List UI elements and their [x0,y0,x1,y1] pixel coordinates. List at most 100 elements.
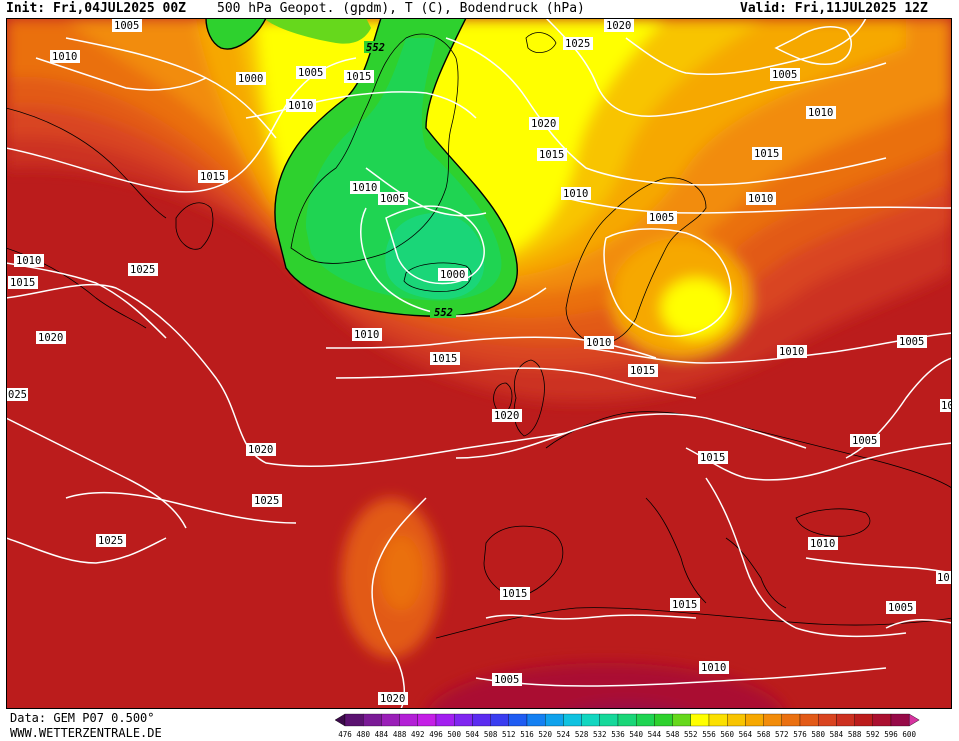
svg-text:1010: 1010 [563,188,588,200]
svg-text:1010: 1010 [748,193,773,205]
init-time-label: Init: Fri,04JUL2025 00Z [6,1,187,16]
svg-text:10: 10 [941,400,952,412]
svg-text:1005: 1005 [852,435,877,447]
colorbar-swatch [872,713,892,727]
svg-text:1015: 1015 [630,365,655,377]
colorbar-swatch [617,713,637,727]
weather-map: 552 552 1005 1010 1000 1005 1015 1010 10… [6,18,952,709]
svg-text:1015: 1015 [539,149,564,161]
colorbar-swatch [654,713,673,727]
isobar-label: 1020 [492,409,522,422]
colorbar-swatch [435,713,455,727]
colorbar-tick-label: 548 [666,730,680,739]
svg-text:1015: 1015 [200,171,225,183]
colorbar-left-arrow [335,713,346,727]
isobar-label: 1015 [628,364,658,377]
contour-label-552: 552 [366,42,385,54]
svg-text:1010: 1010 [52,51,77,63]
colorbar-tick-label: 504 [466,730,480,739]
valid-time-label: Valid: Fri,11JUL2025 12Z [740,1,928,16]
colorbar-tick-label: 580 [811,730,825,739]
isobars [6,18,952,709]
svg-text:1015: 1015 [10,277,35,289]
svg-text:1015: 1015 [672,599,697,611]
isobar-label: 1015 [670,598,700,611]
isobar-label: 1015 [8,276,38,289]
svg-text:1025: 1025 [130,264,155,276]
colorbar-swatch [763,713,782,727]
colorbar-tick-label: 552 [684,730,698,739]
colorbar-tick-label: 592 [866,730,880,739]
colorbar-swatch [526,713,546,727]
svg-text:1010: 1010 [354,329,379,341]
colorbar: 476 480 484 488 492 496 500 504 508 512 516 520 524 5… [335,713,920,739]
isobar-label: 1010 [350,181,380,194]
isobar-label: 1005 [296,66,326,79]
isobar-label: 1010 [561,187,591,200]
colorbar-swatch [690,713,710,727]
cold-fragment-nw [206,18,266,49]
isobar-label: 1015 [430,352,460,365]
svg-text:1020: 1020 [494,410,519,422]
colorbar-tick-label: 568 [757,730,771,739]
isobar-label: 1010 [286,99,316,112]
isobar-label: 1005 [647,211,677,224]
colorbar-tick-label: 508 [484,730,498,739]
colorbar-tick-label: 536 [611,730,625,739]
isobar-label: 1015 [698,451,728,464]
colorbar-swatch [363,713,382,727]
isobar-label: 1020 [529,117,559,130]
colorbar-swatch [454,713,473,727]
colorbar-swatch [381,713,400,727]
isobar-label: 1020 [246,443,276,456]
isobar-label: 1005 [378,192,408,205]
svg-text:1020: 1020 [531,118,556,130]
svg-text:025: 025 [8,389,27,401]
isobar-label: 1010 [777,345,807,358]
colorbar-tick-label: 480 [356,730,370,739]
colorbar-swatch [890,713,910,727]
svg-text:10: 10 [937,572,950,584]
svg-text:1010: 1010 [352,182,377,194]
colorbar-swatch [490,713,509,727]
svg-text:1020: 1020 [248,444,273,456]
colorbar-tick-label: 540 [629,730,643,739]
colorbar-swatch [581,713,600,727]
svg-text:1015: 1015 [346,71,371,83]
svg-text:1010: 1010 [808,107,833,119]
svg-text:1020: 1020 [606,20,631,32]
colorbar-tick-label: 516 [520,730,534,739]
colorbar-tick-label: 596 [884,730,898,739]
colorbar-tick-label: 584 [830,730,844,739]
colorbar-tick-label: 500 [447,730,461,739]
svg-text:1005: 1005 [899,336,924,348]
isobar-label: 1005 [897,335,927,348]
isobar-label: 1010 [14,254,44,267]
svg-text:1010: 1010 [779,346,804,358]
isobar-label: 1000 [438,268,468,281]
isobar-label: 1020 [604,19,634,32]
isobar-label: 1025 [252,494,282,507]
contour-label-552: 552 [434,307,453,319]
colorbar-tick-label: 524 [557,730,571,739]
svg-text:1005: 1005 [114,20,139,32]
isobar-label: 1005 [850,434,880,447]
isobar-label: 1005 [886,601,916,614]
colorbar-tick-label: 532 [593,730,607,739]
colorbar-tick-label: 492 [411,730,425,739]
svg-text:1015: 1015 [754,148,779,160]
svg-text:1015: 1015 [502,588,527,600]
isobar-label: 1010 [352,328,382,341]
contour-labels: 552 552 [364,41,456,319]
isobar-label: 1015 [198,170,228,183]
colorbar-swatch [799,713,819,727]
isobar-label: 10 [936,571,952,584]
svg-text:1025: 1025 [254,495,279,507]
isobar-label: 1015 [752,147,782,160]
colorbar-tick-label: 576 [793,730,807,739]
site-label: WWW.WETTERZENTRALE.DE [10,726,162,740]
isobar-label: 1010 [50,50,80,63]
colorbar-swatch [672,713,691,727]
colorbar-swatch [727,713,746,727]
colorbar-swatch [344,713,364,727]
